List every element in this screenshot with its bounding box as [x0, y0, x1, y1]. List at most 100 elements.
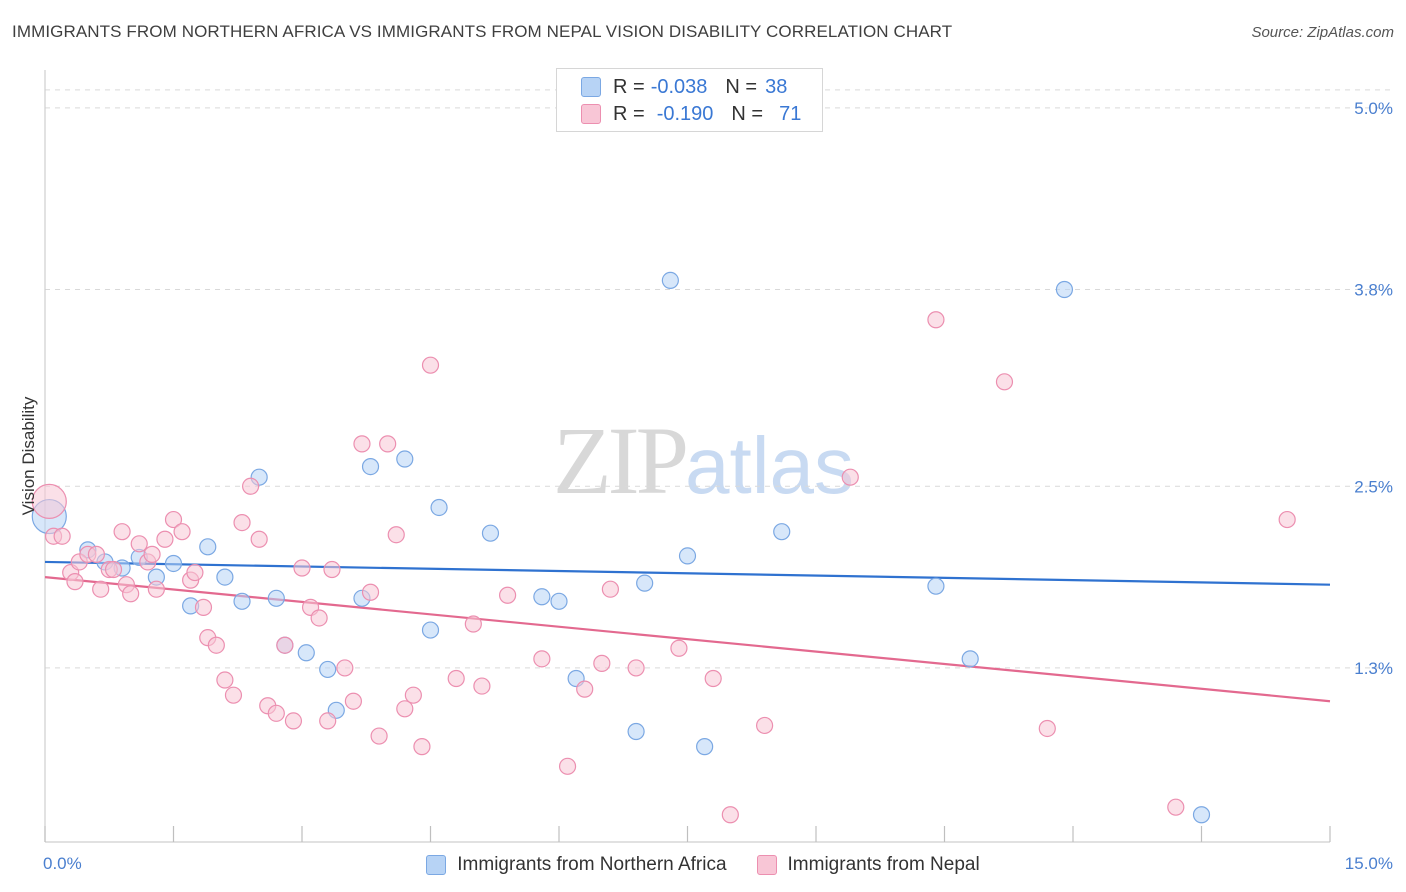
pink-data-point: [122, 585, 140, 603]
pink-data-point: [143, 545, 161, 563]
r-value: -0.190: [656, 102, 714, 125]
blue-data-point: [636, 574, 654, 592]
pink-data-point: [473, 677, 491, 695]
blue-data-point: [773, 523, 791, 541]
pink-data-point: [841, 468, 859, 486]
pink-data-point: [216, 671, 234, 689]
point-layer: [31, 91, 1296, 824]
pink-data-point: [499, 586, 517, 604]
blue-data-point: [421, 621, 440, 639]
legend-label: Immigrants from Nepal: [787, 854, 980, 875]
blue-data-point: [550, 592, 568, 610]
pink-data-point: [224, 686, 243, 704]
pink-data-point: [353, 435, 371, 453]
pink-data-point: [310, 609, 328, 627]
pink-data-point: [104, 560, 123, 579]
y-tick-label: 2.5%: [1354, 477, 1393, 496]
blue-swatch-icon: [426, 855, 447, 875]
blue-data-point: [199, 538, 217, 556]
pink-data-point: [1278, 510, 1296, 529]
blue-data-point: [216, 568, 234, 586]
pink-data-point: [593, 654, 611, 672]
blue-data-point: [361, 457, 380, 476]
pink-data-point: [186, 563, 204, 582]
watermark: ZIPatlas: [553, 405, 854, 516]
watermark-zip: ZIP: [553, 407, 689, 514]
pink-data-point: [276, 636, 294, 654]
y-axis-title: Vision Disability: [19, 396, 38, 515]
blue-data-point: [961, 650, 979, 668]
series-legend: Immigrants from Northern Africa Immigran…: [0, 851, 1406, 879]
pink-data-point: [194, 598, 213, 616]
pink-data-point: [1167, 798, 1185, 816]
pink-data-point: [370, 727, 388, 745]
blue-data-point: [430, 498, 448, 517]
trend-layer: [44, 560, 1331, 703]
pink-data-point: [267, 704, 285, 722]
pink-data-point: [164, 510, 183, 529]
pink-data-point: [464, 615, 482, 633]
blue-data-point: [927, 577, 945, 595]
pink-trend-line: [44, 576, 1331, 703]
blue-data-point: [233, 592, 251, 610]
pink-data-point: [576, 680, 594, 698]
r-value: -0.038: [650, 75, 708, 98]
pink-data-point: [533, 650, 551, 668]
pink-data-point: [242, 477, 260, 495]
pink-data-point: [87, 545, 106, 563]
x-tick-label: 0.0%: [43, 854, 82, 873]
pink-data-point: [323, 560, 341, 579]
pink-swatch-icon: [581, 104, 601, 124]
blue-data-point: [481, 524, 500, 542]
blue-data-point: [627, 722, 645, 741]
pink-data-point: [344, 692, 362, 710]
pink-data-point: [413, 738, 431, 756]
pink-data-point: [704, 669, 722, 688]
pink-data-point: [113, 523, 131, 541]
r-label: R =: [613, 102, 645, 125]
blue-data-point: [661, 271, 679, 290]
y-tick-label: 3.8%: [1354, 280, 1393, 299]
pink-data-point: [421, 356, 440, 374]
pink-data-point: [284, 712, 303, 730]
legend-item-northern-africa[interactable]: Immigrants from Northern Africa: [426, 854, 727, 876]
pink-data-point: [250, 530, 268, 548]
pink-data-point: [627, 659, 645, 677]
pink-data-point: [404, 686, 422, 704]
pink-data-point: [995, 373, 1014, 391]
blue-data-point: [1192, 806, 1211, 824]
y-tick-label: 1.3%: [1354, 659, 1393, 678]
pink-data-point: [233, 514, 251, 532]
blue-data-point: [319, 660, 337, 679]
pink-data-point: [130, 535, 148, 553]
pink-data-point: [173, 523, 191, 541]
pink-data-point: [147, 580, 165, 598]
blue-data-point: [533, 588, 551, 606]
pink-data-point: [361, 583, 380, 601]
r-label: R =: [613, 75, 645, 98]
n-value: 71: [779, 102, 802, 125]
blue-data-point: [297, 644, 315, 662]
pink-data-point: [92, 580, 110, 598]
blue-data-point: [1055, 280, 1074, 299]
n-label: N =: [731, 102, 764, 125]
pink-data-point: [558, 757, 577, 775]
n-value: 38: [765, 75, 788, 98]
pink-data-point: [319, 712, 337, 730]
pink-data-point: [1038, 719, 1056, 738]
legend-item-nepal[interactable]: Immigrants from Nepal: [756, 854, 980, 876]
pink-data-point: [670, 639, 688, 657]
label-layer: 1.3% 2.5% 3.8% 5.0% 0.0% 15.0% Vision Disabili…: [19, 99, 1393, 873]
blue-data-point: [696, 738, 714, 756]
x-tick-label: 15.0%: [1345, 854, 1393, 873]
chart-title: IMMIGRANTS FROM NORTHERN AFRICA VS IMMIG…: [12, 22, 953, 41]
pink-data-point: [721, 806, 739, 824]
pink-data-point: [66, 573, 84, 591]
pink-data-point: [293, 559, 311, 577]
pink-data-point: [601, 580, 620, 598]
pink-data-point: [379, 435, 397, 453]
source-label: Source: ZipAtlas.com: [1251, 24, 1394, 41]
stats-legend: R = -0.038 N = 38 R = -0.190 N = 71: [556, 68, 823, 132]
legend-label: Immigrants from Northern Africa: [457, 854, 727, 875]
